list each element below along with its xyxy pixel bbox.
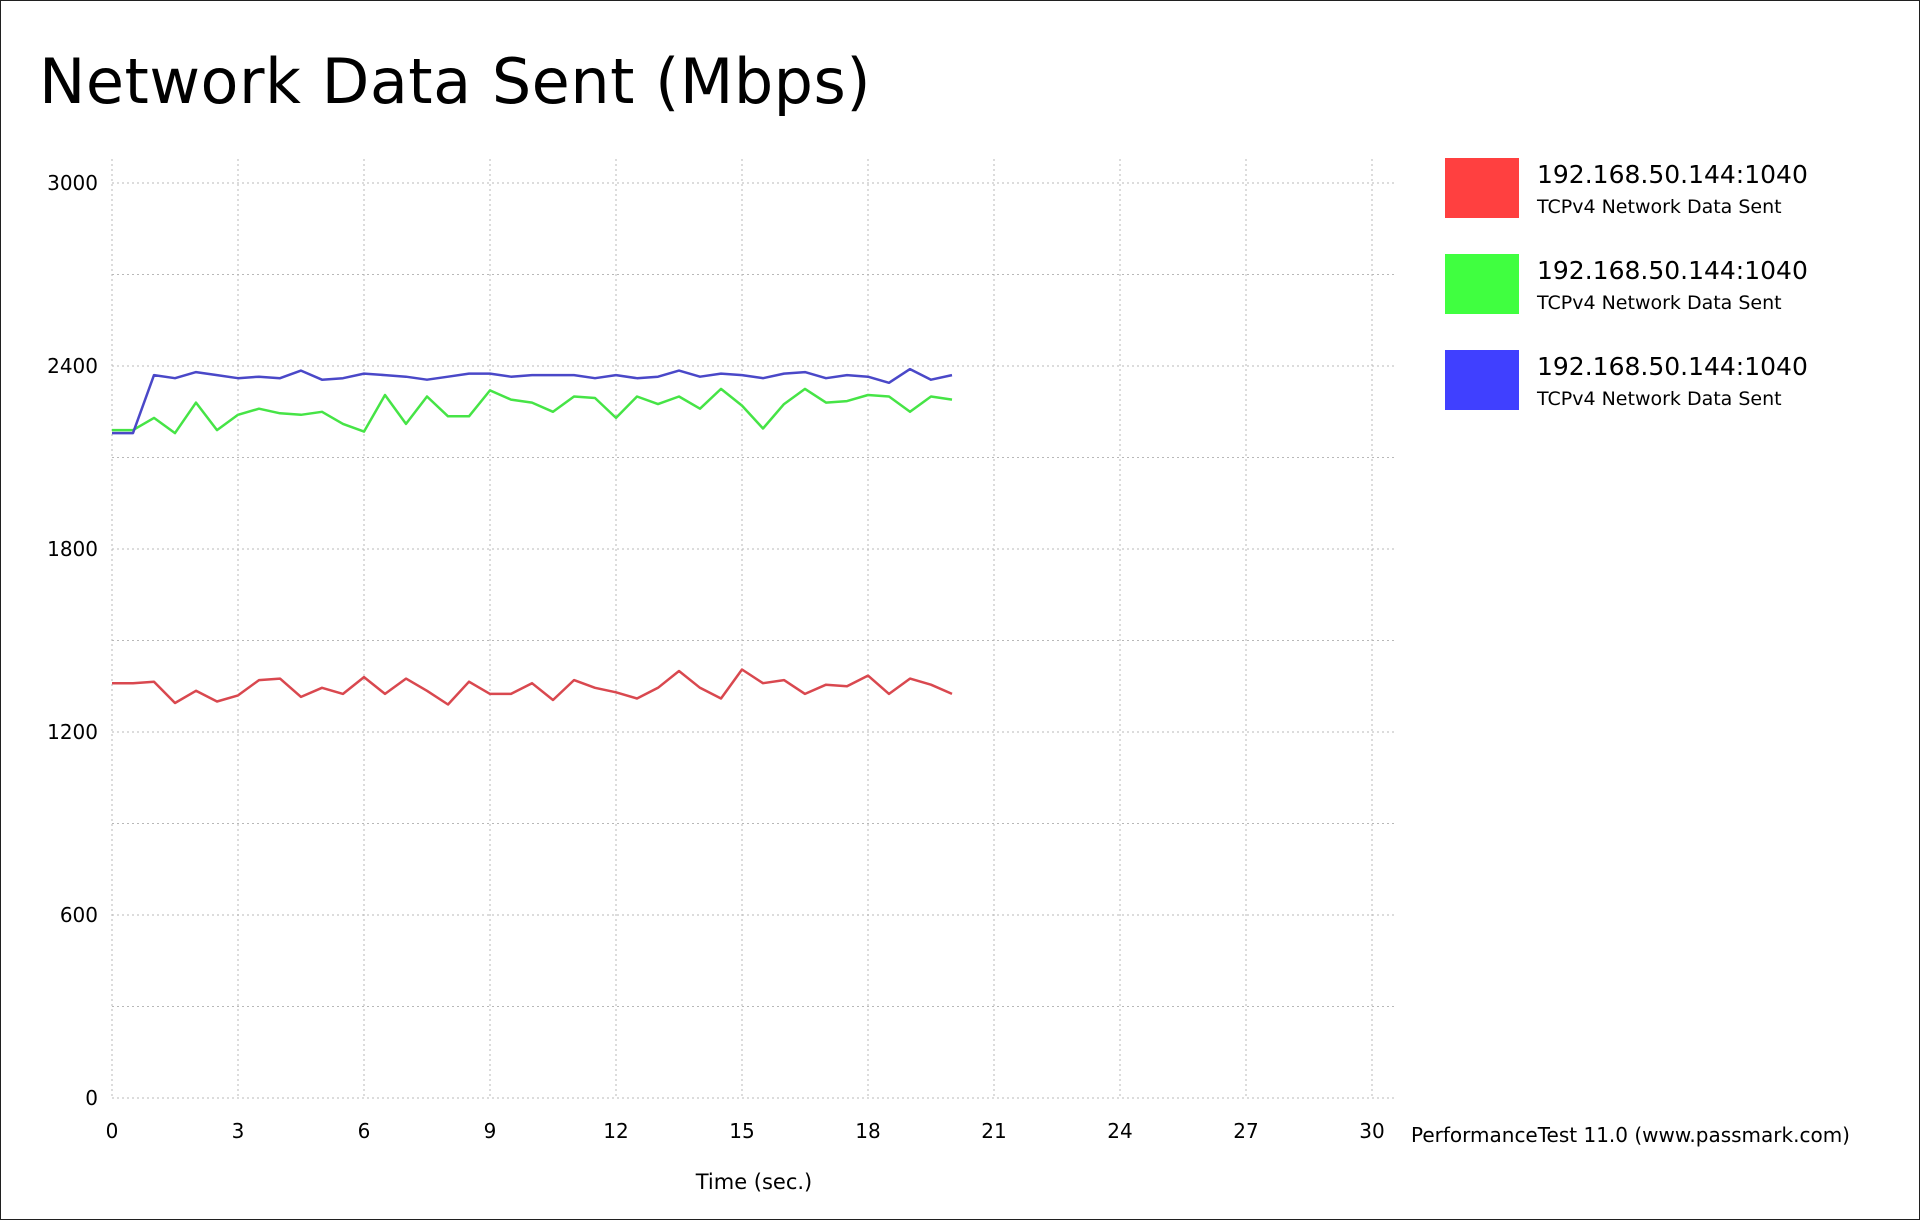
credit-text: PerformanceTest 11.0 (www.passmark.com) [1411, 1123, 1850, 1147]
series-lines [112, 367, 953, 706]
x-tick-label: 12 [603, 1119, 628, 1143]
y-tick-label: 0 [85, 1086, 98, 1110]
y-tick-label: 3000 [47, 171, 98, 195]
legend-series-name: 192.168.50.144:1040 [1537, 160, 1808, 189]
series-line-1 [112, 668, 953, 706]
x-tick-label: 18 [855, 1119, 880, 1143]
x-tick-label: 9 [484, 1119, 497, 1143]
x-tick-label: 15 [729, 1119, 754, 1143]
series-line-2 [112, 387, 953, 435]
legend-swatch-blue [1445, 350, 1519, 410]
legend-series-name: 192.168.50.144:1040 [1537, 256, 1808, 285]
x-tick-label: 3 [232, 1119, 245, 1143]
legend-series-name: 192.168.50.144:1040 [1537, 352, 1808, 381]
x-tick-label: 30 [1359, 1119, 1384, 1143]
legend-series-subtitle: TCPv4 Network Data Sent [1537, 388, 1782, 410]
series-line-3 [112, 367, 953, 435]
grid [111, 159, 1396, 1099]
x-tick-label: 24 [1107, 1119, 1132, 1143]
y-tick-label: 1800 [47, 537, 98, 561]
x-tick-label: 21 [981, 1119, 1006, 1143]
x-tick-label: 6 [358, 1119, 371, 1143]
y-tick-label: 1200 [47, 720, 98, 744]
legend-swatch-green [1445, 254, 1519, 314]
legend-series-subtitle: TCPv4 Network Data Sent [1537, 292, 1782, 314]
x-axis-title: Time (sec.) [695, 1170, 813, 1194]
legend-series-subtitle: TCPv4 Network Data Sent [1537, 196, 1782, 218]
legend-swatch-red [1445, 158, 1519, 218]
chart-title: Network Data Sent (Mbps) [39, 45, 872, 118]
x-tick-label: 27 [1233, 1119, 1258, 1143]
x-tick-label: 0 [106, 1119, 119, 1143]
axes: 0 3 6 9 12 15 18 21 24 27 30 0 600 1200 1800 2400 3000 [47, 171, 1385, 1143]
y-tick-label: 600 [60, 903, 98, 927]
y-tick-label: 2400 [47, 354, 98, 378]
